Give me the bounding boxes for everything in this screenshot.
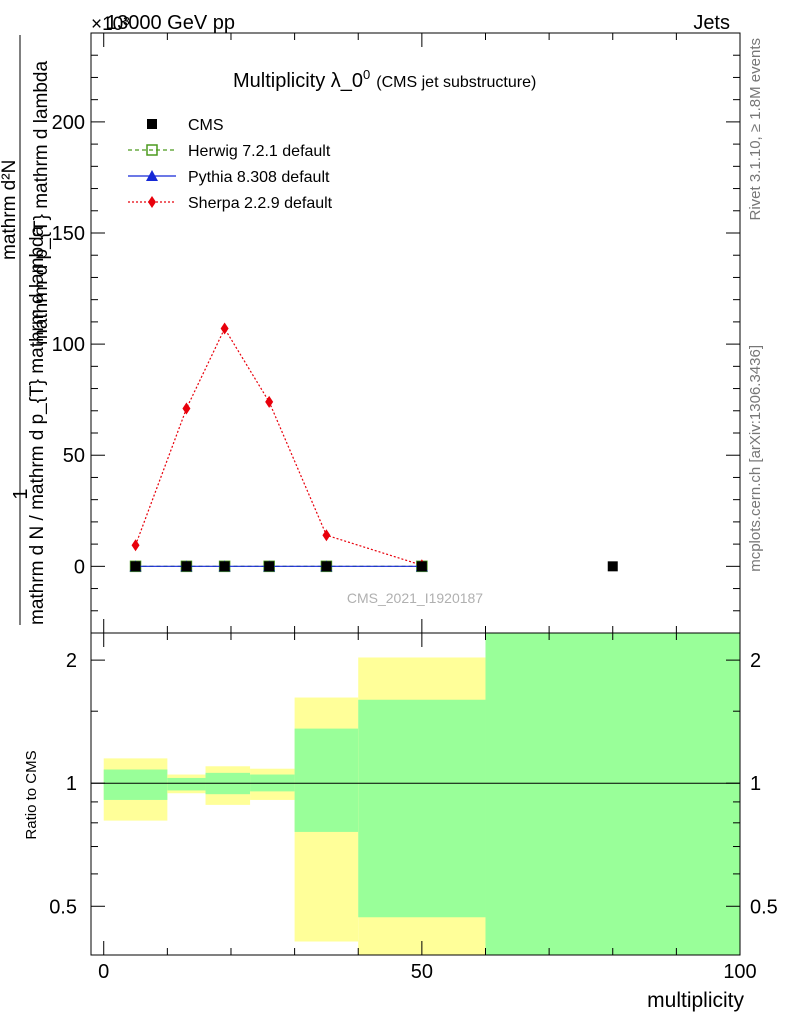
mcplots-label: mcplots.cern.ch [arXiv:1306.3436] [747, 345, 764, 572]
ratio-plot: 0.5 0.5 1 1 2 2 0 50 100 Ratio to CMS multiplici… [23, 632, 778, 1012]
data-point-cms [219, 561, 230, 572]
data-point-cms [264, 561, 275, 572]
ratio-y-tick-label-right: 2 [750, 650, 761, 672]
y-label-bottom: mathrm d N / mathrm d p_{T} mathrm d lam… [27, 225, 48, 625]
y-tick-label: 0 [74, 556, 85, 578]
data-point-cms [130, 561, 141, 572]
legend-marker-sherpa [148, 196, 156, 208]
legend: CMS Herwig 7.2.1 default Pythia 8.308 defa… [128, 117, 333, 212]
ratio-plot-frame [90, 632, 741, 956]
ratio-band-green [358, 699, 486, 918]
y-label-top: 1 [10, 488, 32, 499]
data-point-sherpa [220, 322, 229, 335]
ratio-y-tick-label: 1 [66, 773, 77, 795]
series-pythia [129, 560, 428, 572]
ratio-y-tick-label-right: 1 [750, 773, 761, 795]
data-point-sherpa [322, 529, 331, 542]
data-point-sherpa [131, 539, 140, 552]
legend-label-pythia: Pythia 8.308 default [188, 169, 330, 186]
series-sherpa [131, 322, 426, 572]
energy-label: 13000 GeV pp [106, 12, 235, 34]
chart-title: Multiplicity λ_00 (CMS jet substructure) [233, 67, 536, 92]
ratio-y-label: Ratio to CMS [23, 750, 40, 839]
ratio-plot-ticks: 0.5 0.5 1 1 2 2 0 50 100 [49, 633, 778, 983]
ratio-y-tick-label: 0.5 [49, 896, 77, 918]
ratio-band-green [167, 777, 206, 791]
x-tick-label: 0 [98, 961, 109, 983]
main-plot-series [129, 322, 618, 573]
legend-label-cms: CMS [188, 117, 224, 134]
data-point-cms [321, 561, 332, 572]
ratio-y-tick-label: 2 [66, 650, 77, 672]
data-point-sherpa [182, 402, 191, 415]
chart-title-sup: 0 [363, 67, 370, 82]
category-label: Jets [693, 12, 730, 34]
chart-subtitle: (CMS jet substructure) [376, 74, 536, 91]
ratio-band-green [294, 728, 359, 832]
legend-item-pythia: Pythia 8.308 default [128, 169, 330, 186]
legend-marker-cms [147, 119, 157, 129]
x-tick-label: 100 [723, 961, 756, 983]
legend-marker-pythia [146, 170, 158, 181]
exponent-label: ×10³ [91, 14, 130, 35]
data-point-cms [607, 561, 618, 572]
chart-title-main: Multiplicity λ_0 [233, 70, 363, 92]
legend-label-sherpa: Sherpa 2.2.9 default [188, 195, 333, 212]
main-plot-ticks: 0 50 100 150 200 [52, 32, 741, 634]
x-tick-label: 50 [411, 961, 433, 983]
y-label-num: mathrm d²N [0, 160, 20, 260]
data-point-cms [416, 561, 427, 572]
legend-item-cms: CMS [147, 117, 224, 134]
rivet-label: Rivet 3.1.10, ≥ 1.8M events [747, 38, 764, 221]
legend-item-sherpa: Sherpa 2.2.9 default [128, 195, 333, 212]
ratio-band-green [103, 769, 168, 800]
legend-marker-herwig [146, 144, 158, 156]
y-tick-label: 50 [63, 445, 85, 467]
legend-item-herwig: Herwig 7.2.1 default [128, 143, 331, 160]
y-axis-label: 1 mathrm d N / mathrm d p_{T} mathrm d l… [0, 35, 52, 625]
data-point-sherpa [265, 395, 274, 408]
legend-label-herwig: Herwig 7.2.1 default [188, 143, 331, 160]
y-tick-label: 100 [52, 334, 85, 356]
ratio-bands [103, 633, 740, 955]
series-line-sherpa [134, 327, 423, 566]
ratio-band-green [485, 633, 740, 955]
series-cms [130, 561, 618, 572]
watermark: CMS_2021_I1920187 [347, 590, 483, 606]
x-axis-label: multiplicity [647, 989, 744, 1012]
y-tick-label: 150 [52, 223, 85, 245]
data-point-cms [181, 561, 192, 572]
y-label-den: mathrm d p_{T} mathrm d lambda [31, 61, 52, 345]
y-tick-label: 200 [52, 112, 85, 134]
ratio-y-tick-label-right: 0.5 [750, 896, 778, 918]
